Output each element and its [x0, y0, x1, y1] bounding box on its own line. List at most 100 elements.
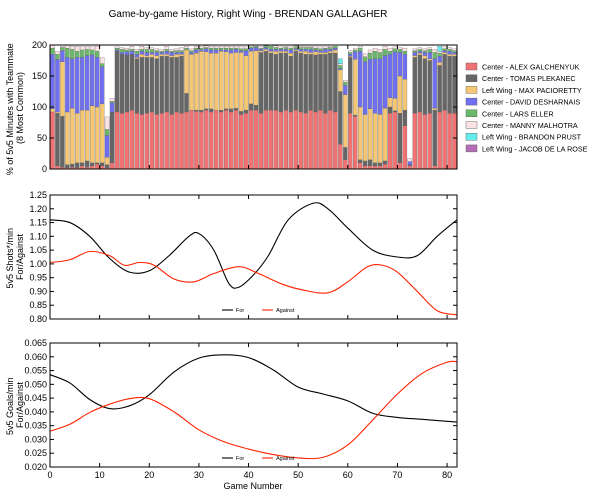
bar-segment: [293, 45, 298, 47]
bar-segment: [253, 105, 259, 111]
bar-segment: [55, 59, 60, 113]
bar-segment: [144, 55, 149, 58]
y-tick-label: 1.20: [29, 204, 47, 214]
legend: Center - ALEX GALCHENYUK Center - TOMAS P…: [465, 63, 588, 153]
bar-segment: [343, 94, 348, 148]
bar-segment: [293, 49, 298, 52]
bar-segment: [353, 116, 358, 170]
bar-segment: [174, 50, 179, 53]
y-axis-label-line-2: For/Against: [15, 233, 25, 280]
y-axis-label-line-2: (8 Most Common): [15, 72, 25, 144]
bar-segment: [85, 49, 90, 56]
x-axis-label: Game Number: [223, 481, 282, 491]
bar-segment: [273, 54, 279, 111]
bar-segment: [129, 51, 135, 55]
bar-segment: [412, 52, 418, 56]
bar-segment: [223, 108, 229, 111]
y-tick-label: 150: [32, 71, 47, 81]
bar-segment: [85, 46, 90, 50]
bar-segment: [382, 49, 388, 56]
bar-segment: [94, 106, 100, 163]
bar-segment: [367, 159, 373, 167]
bar-segment: [174, 52, 179, 55]
legend-label: Center - MANNY MALHOTRA: [482, 121, 578, 130]
bar-segment: [223, 49, 229, 52]
bar-segment: [124, 49, 130, 52]
bar-segment: [50, 54, 55, 109]
bar-segment: [303, 51, 308, 55]
bar-segment: [223, 51, 229, 109]
bar-segment: [333, 49, 338, 54]
bar-segment: [149, 111, 154, 170]
bar-segment: [233, 108, 239, 111]
bar-segment: [248, 47, 254, 52]
bar-segment: [392, 98, 398, 111]
bar-segment: [109, 101, 115, 103]
bar-segment: [452, 54, 457, 57]
bar-segment: [338, 63, 343, 66]
bar-segment: [104, 116, 110, 130]
bar-segment: [298, 49, 303, 52]
bar-segment: [99, 57, 105, 64]
bar-segment: [258, 47, 264, 50]
bar-segment: [55, 51, 60, 55]
legend-label: Against: [276, 456, 295, 462]
bar-segment: [387, 47, 393, 52]
bar-segment: [422, 50, 427, 53]
bar-segment: [278, 46, 284, 49]
bar-segment: [382, 160, 388, 165]
goals-line-chart: 0.020 0.025 0.030 0.035 0.040 0.045 0.050 0.055…: [5, 338, 458, 491]
bar-segment: [134, 113, 140, 170]
bar-segment: [214, 52, 219, 111]
bar-segment: [89, 105, 95, 163]
bar-segment: [149, 52, 154, 55]
bar-segment: [313, 49, 318, 52]
bar-segment: [164, 49, 169, 52]
bar-segment: [75, 113, 80, 163]
bar-segment: [353, 59, 358, 116]
bar-segment: [377, 52, 383, 59]
bar-segment: [362, 114, 368, 162]
bar-segment: [109, 111, 115, 163]
bar-segment: [99, 162, 105, 167]
bar-segment: [144, 52, 149, 56]
bar-segment: [278, 111, 284, 170]
bar-segment: [283, 46, 288, 48]
bar-segment: [219, 49, 224, 52]
bar-segment: [238, 111, 244, 115]
bar-segment: [199, 109, 204, 113]
y-axis-label-line-1: 5v5 Goals/min: [5, 377, 15, 435]
teammate-bar-chart: 0 50 100 150 200 % of 5v5 Minutes with Teamm…: [5, 40, 588, 175]
bar-segment: [437, 52, 442, 57]
x-tick-label: 10: [95, 470, 105, 480]
legend-swatch: [465, 97, 478, 106]
bar-segment: [85, 160, 90, 168]
bar-segment: [402, 125, 408, 170]
bar-segment: [397, 162, 403, 170]
bar-segment: [204, 51, 209, 109]
x-tick-label: 0: [47, 470, 52, 480]
bar-segment: [323, 54, 328, 114]
bar-segment: [432, 52, 437, 59]
bar-segment: [323, 113, 328, 170]
bar-segment: [392, 51, 398, 99]
bar-segment: [333, 111, 338, 170]
y-tick-label: 0.95: [29, 273, 47, 283]
bar-segment: [189, 54, 194, 111]
bar-segment: [338, 58, 343, 64]
bar-segment: [452, 56, 457, 114]
bar-segment: [422, 55, 427, 59]
bar-segment: [387, 51, 393, 55]
bar-segment: [417, 52, 422, 56]
bar-segment: [348, 54, 353, 57]
bar-segment: [104, 157, 110, 165]
bar-segment: [402, 109, 408, 126]
bar-segment: [288, 47, 293, 51]
bar-segment: [228, 49, 234, 54]
bar-segment: [442, 54, 447, 111]
bar-segment: [422, 114, 427, 170]
y-tick-label: 0.85: [29, 300, 47, 310]
bar-segment: [89, 54, 95, 106]
bar-segment: [402, 78, 408, 111]
bar-segment: [387, 54, 393, 98]
